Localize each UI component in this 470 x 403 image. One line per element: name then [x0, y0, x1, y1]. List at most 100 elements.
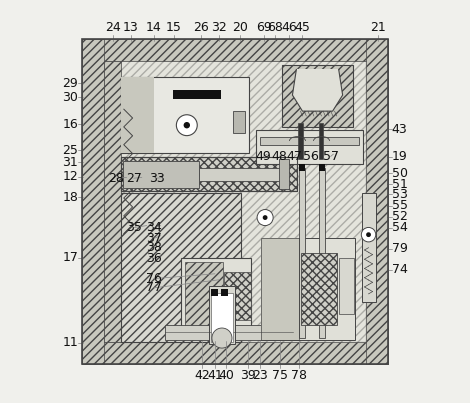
Polygon shape	[292, 69, 343, 111]
Bar	[282, 65, 352, 127]
Bar	[211, 293, 233, 342]
Text: 21: 21	[370, 21, 385, 34]
Bar	[104, 61, 366, 342]
Bar	[301, 253, 337, 325]
Bar	[164, 325, 293, 340]
Bar	[209, 286, 235, 344]
Bar	[120, 77, 249, 153]
Text: 36: 36	[146, 252, 162, 265]
Bar	[319, 164, 325, 171]
Bar	[298, 123, 303, 159]
Text: 40: 40	[218, 369, 234, 382]
Text: 74: 74	[392, 263, 407, 276]
Bar	[261, 238, 299, 340]
Bar	[211, 289, 218, 296]
Bar	[82, 39, 388, 364]
Text: 42: 42	[194, 369, 210, 382]
Text: 20: 20	[232, 21, 248, 34]
Bar	[339, 258, 354, 314]
Bar	[319, 168, 325, 338]
Text: 39: 39	[240, 369, 256, 382]
Bar	[299, 164, 305, 171]
Text: 43: 43	[392, 123, 407, 136]
Bar	[82, 342, 388, 364]
Text: 30: 30	[63, 91, 78, 104]
Text: 51: 51	[392, 178, 407, 191]
Bar	[120, 157, 297, 191]
Bar	[120, 77, 154, 153]
Bar	[261, 238, 299, 340]
Bar	[82, 39, 104, 364]
Bar	[279, 159, 289, 189]
Text: 68: 68	[267, 21, 283, 34]
Text: 41: 41	[207, 369, 223, 382]
Text: 15: 15	[166, 21, 182, 34]
Text: 18: 18	[63, 191, 78, 204]
Text: 17: 17	[63, 251, 78, 264]
Text: 38: 38	[146, 241, 162, 254]
Text: 29: 29	[63, 77, 78, 89]
Bar	[173, 90, 221, 99]
Bar	[319, 123, 323, 159]
Bar	[256, 130, 363, 164]
Bar	[104, 61, 366, 342]
Bar	[261, 238, 355, 340]
Bar	[120, 157, 297, 191]
Bar	[185, 262, 223, 330]
Text: 35: 35	[126, 221, 142, 234]
Text: 24: 24	[105, 21, 120, 34]
Bar	[299, 168, 305, 338]
Text: 69: 69	[256, 21, 272, 34]
Text: 19: 19	[392, 150, 407, 163]
Text: 49: 49	[255, 150, 271, 163]
Bar	[260, 137, 359, 145]
Bar	[224, 272, 251, 320]
Text: 14: 14	[146, 21, 162, 34]
Text: 47: 47	[287, 150, 302, 163]
Text: 23: 23	[252, 369, 268, 382]
Text: 13: 13	[123, 21, 139, 34]
Text: 54: 54	[392, 221, 407, 234]
Circle shape	[263, 215, 267, 220]
Text: 57: 57	[322, 150, 338, 163]
Bar	[123, 160, 199, 188]
Text: 50: 50	[392, 167, 407, 180]
Text: 32: 32	[211, 21, 227, 34]
Bar	[199, 168, 287, 181]
Text: 46: 46	[282, 21, 297, 34]
Text: 55: 55	[392, 199, 407, 212]
Text: 12: 12	[63, 170, 78, 183]
Bar	[233, 111, 245, 133]
Bar	[181, 258, 251, 334]
Text: 26: 26	[193, 21, 209, 34]
Bar	[366, 39, 388, 364]
Text: 75: 75	[273, 369, 289, 382]
Text: 77: 77	[146, 281, 162, 294]
Circle shape	[184, 122, 190, 129]
Text: 56: 56	[303, 150, 319, 163]
Text: 31: 31	[63, 156, 78, 168]
Bar	[82, 39, 388, 61]
Circle shape	[366, 232, 371, 237]
Text: 53: 53	[392, 188, 407, 201]
Text: 76: 76	[146, 272, 162, 285]
Text: 27: 27	[126, 172, 142, 185]
Text: 28: 28	[109, 172, 125, 185]
Text: 34: 34	[146, 221, 162, 234]
Text: 25: 25	[63, 143, 78, 157]
Bar	[120, 193, 241, 342]
Circle shape	[361, 227, 376, 242]
Text: 52: 52	[392, 210, 407, 223]
Text: 45: 45	[295, 21, 310, 34]
Text: 37: 37	[146, 232, 162, 245]
Circle shape	[257, 210, 273, 226]
Text: 78: 78	[291, 369, 307, 382]
Bar	[104, 61, 120, 342]
Text: 79: 79	[392, 242, 407, 256]
Text: 33: 33	[149, 172, 164, 185]
Text: 11: 11	[63, 337, 78, 349]
Bar	[361, 193, 376, 302]
Text: 48: 48	[271, 150, 287, 163]
Circle shape	[212, 328, 232, 348]
Circle shape	[176, 115, 197, 136]
